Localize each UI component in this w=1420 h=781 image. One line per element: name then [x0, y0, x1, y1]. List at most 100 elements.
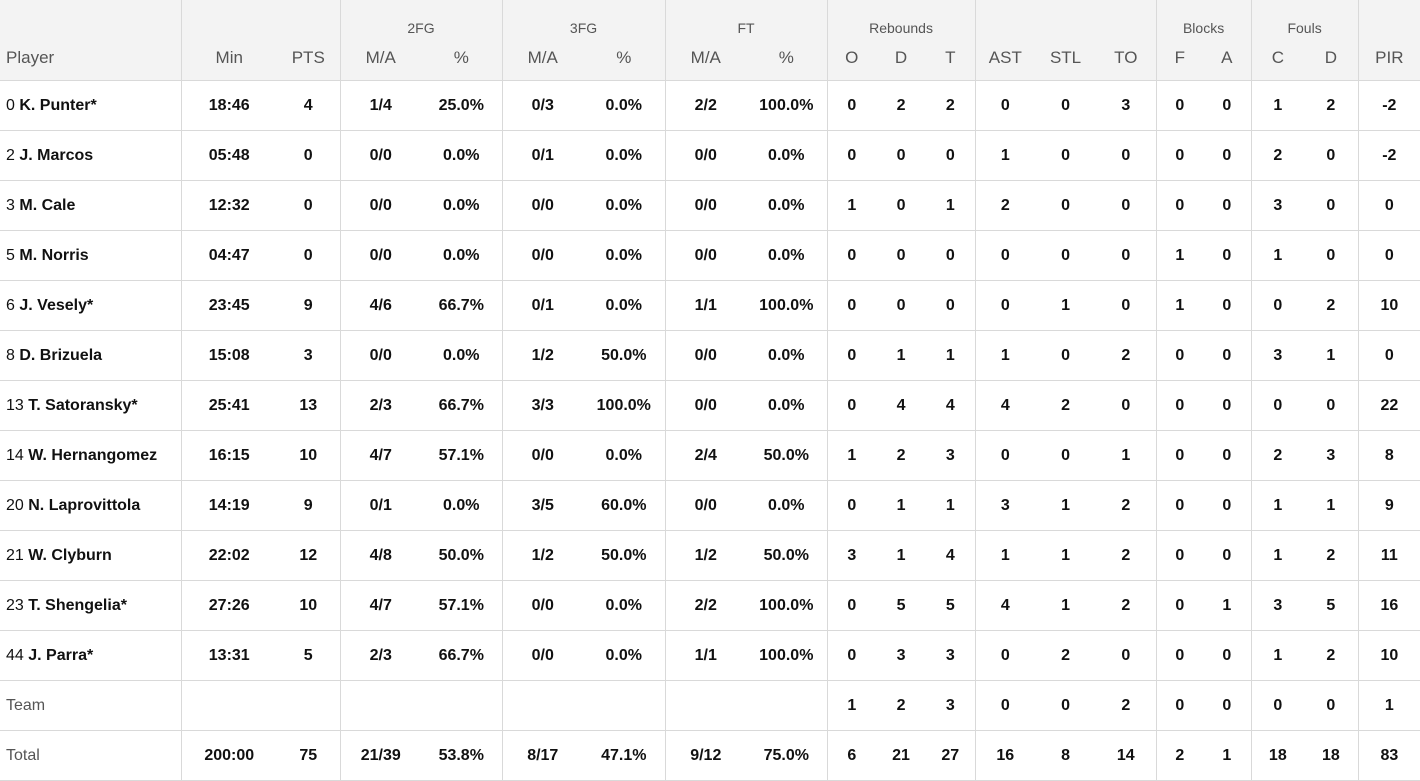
- player-name[interactable]: J. Vesely*: [19, 296, 94, 314]
- player-name-cell[interactable]: 44 J. Parra*: [0, 630, 181, 681]
- stat-cell: 4/8: [339, 530, 421, 581]
- stat-cell: 0: [826, 130, 877, 181]
- player-name-cell[interactable]: 8 D. Brizuela: [0, 330, 181, 381]
- player-name-cell[interactable]: 3 M. Cale: [0, 180, 181, 231]
- stat-cell: 1: [1250, 80, 1305, 131]
- stat-cell: 2/4: [664, 430, 747, 481]
- player-name-cell[interactable]: 2 J. Marcos: [0, 130, 181, 181]
- player-name[interactable]: N. Laprovittola: [28, 496, 141, 514]
- column-header[interactable]: %: [746, 36, 828, 81]
- stat-cell: 0: [1096, 280, 1157, 331]
- column-header[interactable]: M/A: [664, 36, 747, 81]
- player-name-cell[interactable]: 21 W. Clyburn: [0, 530, 181, 581]
- stat-cell: [583, 680, 666, 731]
- stat-cell: 0: [1357, 230, 1420, 281]
- stat-cell: 0.0%: [583, 430, 666, 481]
- stat-cell: 0.0%: [583, 230, 666, 281]
- player-name[interactable]: D. Brizuela: [19, 346, 103, 364]
- stat-cell: 75.0%: [746, 730, 828, 781]
- stat-cell: 0.0%: [746, 230, 828, 281]
- column-header[interactable]: PIR: [1357, 36, 1420, 81]
- player-name-cell[interactable]: 14 W. Hernangomez: [0, 430, 181, 481]
- column-header[interactable]: Min: [180, 36, 277, 81]
- column-header[interactable]: F: [1155, 36, 1204, 81]
- stat-cell: 3/3: [501, 380, 584, 431]
- stat-cell: 13: [277, 380, 340, 431]
- stat-cell: 8/17: [501, 730, 584, 781]
- stat-cell: 1/2: [664, 530, 747, 581]
- column-header[interactable]: Player: [0, 36, 181, 81]
- stat-cell: 0: [826, 380, 877, 431]
- stat-cell: 0: [974, 630, 1036, 681]
- stat-cell: 0: [1155, 430, 1204, 481]
- jersey-number: 3: [6, 196, 15, 214]
- stat-cell: 25:41: [180, 380, 277, 431]
- stat-cell: 0/1: [501, 280, 584, 331]
- stat-cell: 6: [826, 730, 877, 781]
- player-name-cell[interactable]: 6 J. Vesely*: [0, 280, 181, 331]
- player-name-cell[interactable]: 23 T. Shengelia*: [0, 580, 181, 631]
- player-name[interactable]: W. Clyburn: [28, 546, 112, 564]
- player-name[interactable]: W. Hernangomez: [28, 446, 158, 464]
- column-header[interactable]: M/A: [339, 36, 421, 81]
- jersey-number: 21: [6, 546, 24, 564]
- column-header[interactable]: A: [1203, 36, 1252, 81]
- stat-cell: 23:45: [180, 280, 277, 331]
- stat-cell: 3: [1250, 330, 1305, 381]
- stat-cell: 0: [1357, 180, 1420, 231]
- player-name[interactable]: J. Marcos: [19, 146, 94, 164]
- player-name[interactable]: J. Parra*: [28, 646, 94, 664]
- column-header[interactable]: STL: [1035, 36, 1097, 81]
- stat-cell: 4: [926, 380, 976, 431]
- column-header[interactable]: M/A: [501, 36, 584, 81]
- player-name-cell[interactable]: 13 T. Satoransky*: [0, 380, 181, 431]
- column-header[interactable]: O: [826, 36, 877, 81]
- column-header[interactable]: D: [1304, 36, 1359, 81]
- stat-cell: 12:32: [180, 180, 277, 231]
- stat-cell: 2: [1304, 80, 1359, 131]
- column-header[interactable]: %: [583, 36, 666, 81]
- stat-cell: 2: [1096, 530, 1157, 581]
- stat-cell: 27:26: [180, 580, 277, 631]
- player-row: 0 K. Punter* 18:46 4 1/4 25.0% 0/3 0.0% 2/2 100.…: [0, 80, 1420, 131]
- stat-cell: 11: [1357, 530, 1420, 581]
- stat-cell: 0: [1203, 330, 1252, 381]
- stat-cell: 0: [1203, 680, 1252, 731]
- stat-cell: 3: [826, 530, 877, 581]
- player-name-cell[interactable]: 5 M. Norris: [0, 230, 181, 281]
- column-header[interactable]: C: [1250, 36, 1305, 81]
- player-name[interactable]: M. Norris: [19, 246, 89, 264]
- player-name-cell[interactable]: 20 N. Laprovittola: [0, 480, 181, 531]
- column-header[interactable]: PTS: [277, 36, 340, 81]
- stat-cell: 0: [1155, 380, 1204, 431]
- player-name-cell[interactable]: 0 K. Punter*: [0, 80, 181, 131]
- stat-cell: [339, 680, 421, 731]
- stat-cell: 0: [1035, 680, 1097, 731]
- player-name[interactable]: M. Cale: [19, 196, 76, 214]
- stat-cell: 0: [1155, 530, 1204, 581]
- group-header-row: 2FG 3FG FT Rebounds Blocks Fouls: [0, 0, 1420, 36]
- stat-cell: 0.0%: [421, 230, 503, 281]
- column-header[interactable]: D: [876, 36, 927, 81]
- column-header[interactable]: T: [926, 36, 976, 81]
- player-name[interactable]: T. Satoransky*: [28, 396, 138, 414]
- player-name[interactable]: T. Shengelia*: [28, 596, 127, 614]
- stat-cell: 0: [974, 80, 1036, 131]
- stat-cell: 0.0%: [421, 480, 503, 531]
- stat-cell: 0/0: [664, 480, 747, 531]
- column-header-row: Player Min PTS M/A% M/A% M/A% O D T AST STL TO F A C D P…: [0, 36, 1420, 81]
- player-name-cell: Team: [0, 680, 181, 731]
- stat-cell: 5: [926, 580, 976, 631]
- jersey-number: 23: [6, 596, 24, 614]
- column-header[interactable]: AST: [974, 36, 1036, 81]
- column-header[interactable]: %: [421, 36, 503, 81]
- stat-cell: 0: [974, 230, 1036, 281]
- stat-cell: [746, 680, 828, 731]
- stat-cell: 200:00: [180, 730, 277, 781]
- stat-cell: 1: [826, 680, 877, 731]
- stat-cell: 75: [277, 730, 340, 781]
- player-row: 3 M. Cale 12:32 0 0/0 0.0% 0/0 0.0% 0/0 0.0% 1 0 1 2…: [0, 180, 1420, 231]
- column-header[interactable]: TO: [1096, 36, 1157, 81]
- player-name[interactable]: K. Punter*: [19, 96, 97, 114]
- player-row: 20 N. Laprovittola 14:19 9 0/1 0.0% 3/5 60.0% 0…: [0, 480, 1420, 531]
